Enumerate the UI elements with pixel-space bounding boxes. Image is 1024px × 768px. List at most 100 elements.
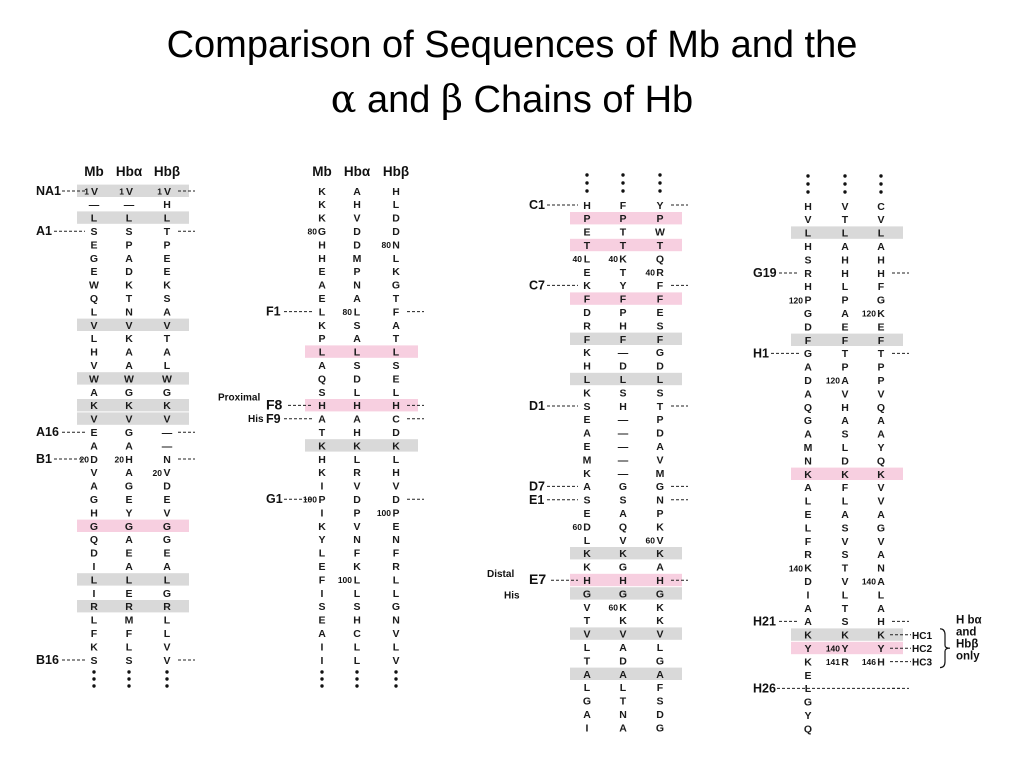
residue: G (90, 494, 98, 506)
residue: L (620, 374, 627, 386)
residue: A (619, 642, 627, 654)
residue: G (163, 521, 171, 533)
residue: H (877, 656, 885, 668)
residue: A (90, 481, 98, 493)
residue: H (583, 200, 591, 212)
residue: K (841, 630, 849, 642)
residue: K (125, 400, 133, 412)
invariant-row-highlight (791, 467, 903, 480)
residue: S (656, 696, 663, 708)
residue: D (353, 494, 361, 506)
ellipsis-dot (658, 181, 662, 185)
residue: A (841, 375, 849, 387)
residue: L (657, 374, 664, 386)
residue: E (163, 548, 170, 560)
ellipsis-dot (621, 173, 625, 177)
residue: A (656, 441, 664, 453)
ellipsis-dot (165, 684, 169, 688)
slide-title: Comparison of Sequences of Mb and the α … (0, 18, 1024, 127)
helix-label-e1: E1 (529, 493, 544, 507)
helix-label-d1: D1 (529, 399, 545, 413)
residue: A (841, 308, 849, 320)
helix-label-f1: F1 (266, 305, 281, 319)
residue: P (656, 508, 663, 520)
hb-note-line-3: Hbβ (956, 638, 978, 650)
residue: P (804, 295, 811, 307)
residue: R (125, 601, 133, 613)
beta-symbol: β (441, 77, 463, 121)
conserved-row-highlight (791, 333, 903, 346)
residue: D (656, 709, 664, 721)
residue: W (89, 373, 99, 385)
residue-number: 80 (343, 307, 353, 317)
residue: D (392, 427, 400, 439)
residue: F (657, 280, 664, 292)
residue: K (583, 468, 591, 480)
residue: D (90, 548, 98, 560)
residue: L (842, 281, 849, 293)
proximal-label: Proximal (218, 392, 260, 403)
residue: A (318, 280, 326, 292)
residue: H (392, 186, 400, 198)
helix-label-h1: H1 (753, 346, 769, 360)
hb-note-line-1: H bα (956, 614, 982, 626)
residue: K (353, 561, 361, 573)
residue: L (164, 628, 171, 640)
helix-label-na1: NA1 (36, 184, 61, 198)
residue: S (841, 549, 848, 561)
residue: H (841, 254, 849, 266)
residue: K (619, 602, 627, 614)
helix-label-c1: C1 (529, 198, 545, 212)
conserved-row-highlight (77, 412, 189, 425)
residue: E (804, 670, 811, 682)
residue-number: 100 (338, 575, 352, 585)
residue: E (583, 508, 590, 520)
residue: Q (877, 402, 885, 414)
residue-number: 120 (862, 309, 876, 319)
residue: T (620, 240, 627, 252)
residue: K (318, 440, 326, 452)
ellipsis-dot (585, 181, 589, 185)
residue: N (353, 280, 361, 292)
residue: L (354, 454, 361, 466)
residue: Q (804, 402, 812, 414)
label-hc1: HC1 (912, 631, 932, 642)
residue: — (162, 427, 173, 439)
residue: A (804, 603, 812, 615)
residue: L (164, 360, 171, 372)
residue: L (393, 454, 400, 466)
residue: H (353, 427, 361, 439)
residue: L (393, 347, 400, 359)
residue: R (392, 561, 400, 573)
ellipsis-dot (843, 190, 847, 194)
residue: S (619, 495, 626, 507)
residue: V (656, 535, 663, 547)
residue: M (656, 468, 665, 480)
residue: I (321, 507, 324, 519)
residue: E (583, 267, 590, 279)
residue: F (878, 335, 885, 347)
residue: V (619, 535, 626, 547)
helix-label-b1: B1 (36, 452, 52, 466)
ellipsis-dot (806, 174, 810, 178)
ellipsis-dot (394, 677, 398, 681)
residue: R (90, 601, 98, 613)
residue: K (583, 347, 591, 359)
residue: V (125, 320, 132, 332)
residue: V (841, 201, 848, 213)
residue: A (877, 241, 885, 253)
residue: K (656, 615, 664, 627)
residue: H (804, 241, 812, 253)
residue: H (619, 320, 627, 332)
residue: F (393, 306, 400, 318)
residue: R (841, 656, 849, 668)
residue: V (163, 414, 170, 426)
residue: K (877, 308, 885, 320)
residue: L (91, 615, 98, 627)
residue: A (583, 481, 591, 493)
residue: H (583, 361, 591, 373)
residue-number: 1 (119, 187, 124, 197)
residue: A (163, 561, 171, 573)
residue: T (657, 240, 664, 252)
residue: M (125, 615, 134, 627)
